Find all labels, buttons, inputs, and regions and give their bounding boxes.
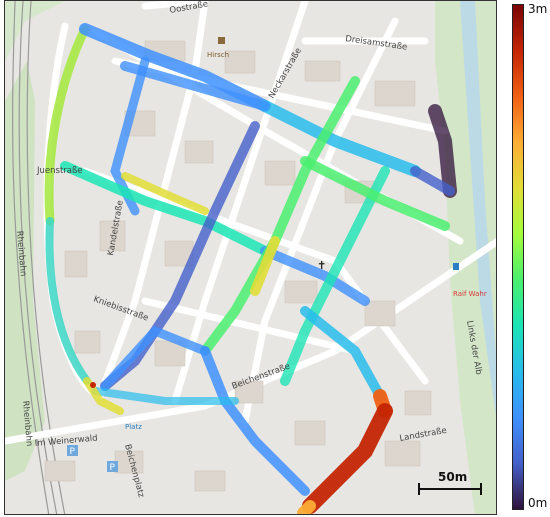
colorbar-min-label: 0m bbox=[528, 496, 548, 510]
poi-label-hirsch: Hirsch bbox=[207, 51, 229, 59]
parking-icon[interactable]: P bbox=[67, 445, 78, 457]
street-label-rheinbahn: Rheinbahn bbox=[14, 230, 28, 276]
colorbar-max-label: 3m bbox=[528, 2, 548, 16]
poi-label-platz: Platz bbox=[125, 423, 142, 431]
scale-bar: 50m bbox=[418, 470, 482, 495]
map-canvas[interactable]: Oostraße Neckarstraße Dreisamstraße Juen… bbox=[5, 1, 497, 515]
poi-marker-icon[interactable] bbox=[90, 382, 96, 388]
river-alb bbox=[460, 1, 496, 417]
scale-bar-label: 50m bbox=[438, 470, 467, 484]
depth-colorbar bbox=[512, 4, 524, 510]
restaurant-icon[interactable] bbox=[218, 37, 225, 44]
parking-icon[interactable]: P bbox=[107, 461, 118, 473]
depth-traces bbox=[44, 23, 457, 514]
parking-label: P bbox=[110, 463, 116, 473]
church-icon[interactable]: ✝ bbox=[317, 259, 326, 272]
map-frame[interactable]: Oostraße Neckarstraße Dreisamstraße Juen… bbox=[4, 0, 497, 515]
street-label-rheinbahn-south: Rheinbahn bbox=[20, 400, 34, 446]
railway bbox=[12, 1, 66, 514]
parking-label: P bbox=[70, 447, 76, 457]
bank-icon[interactable] bbox=[453, 263, 459, 270]
green-area bbox=[5, 1, 65, 61]
street-label-juenstrasse: Juenstraße bbox=[36, 166, 83, 176]
poi-label-raiffeisen: Raif Wahr bbox=[453, 290, 487, 298]
